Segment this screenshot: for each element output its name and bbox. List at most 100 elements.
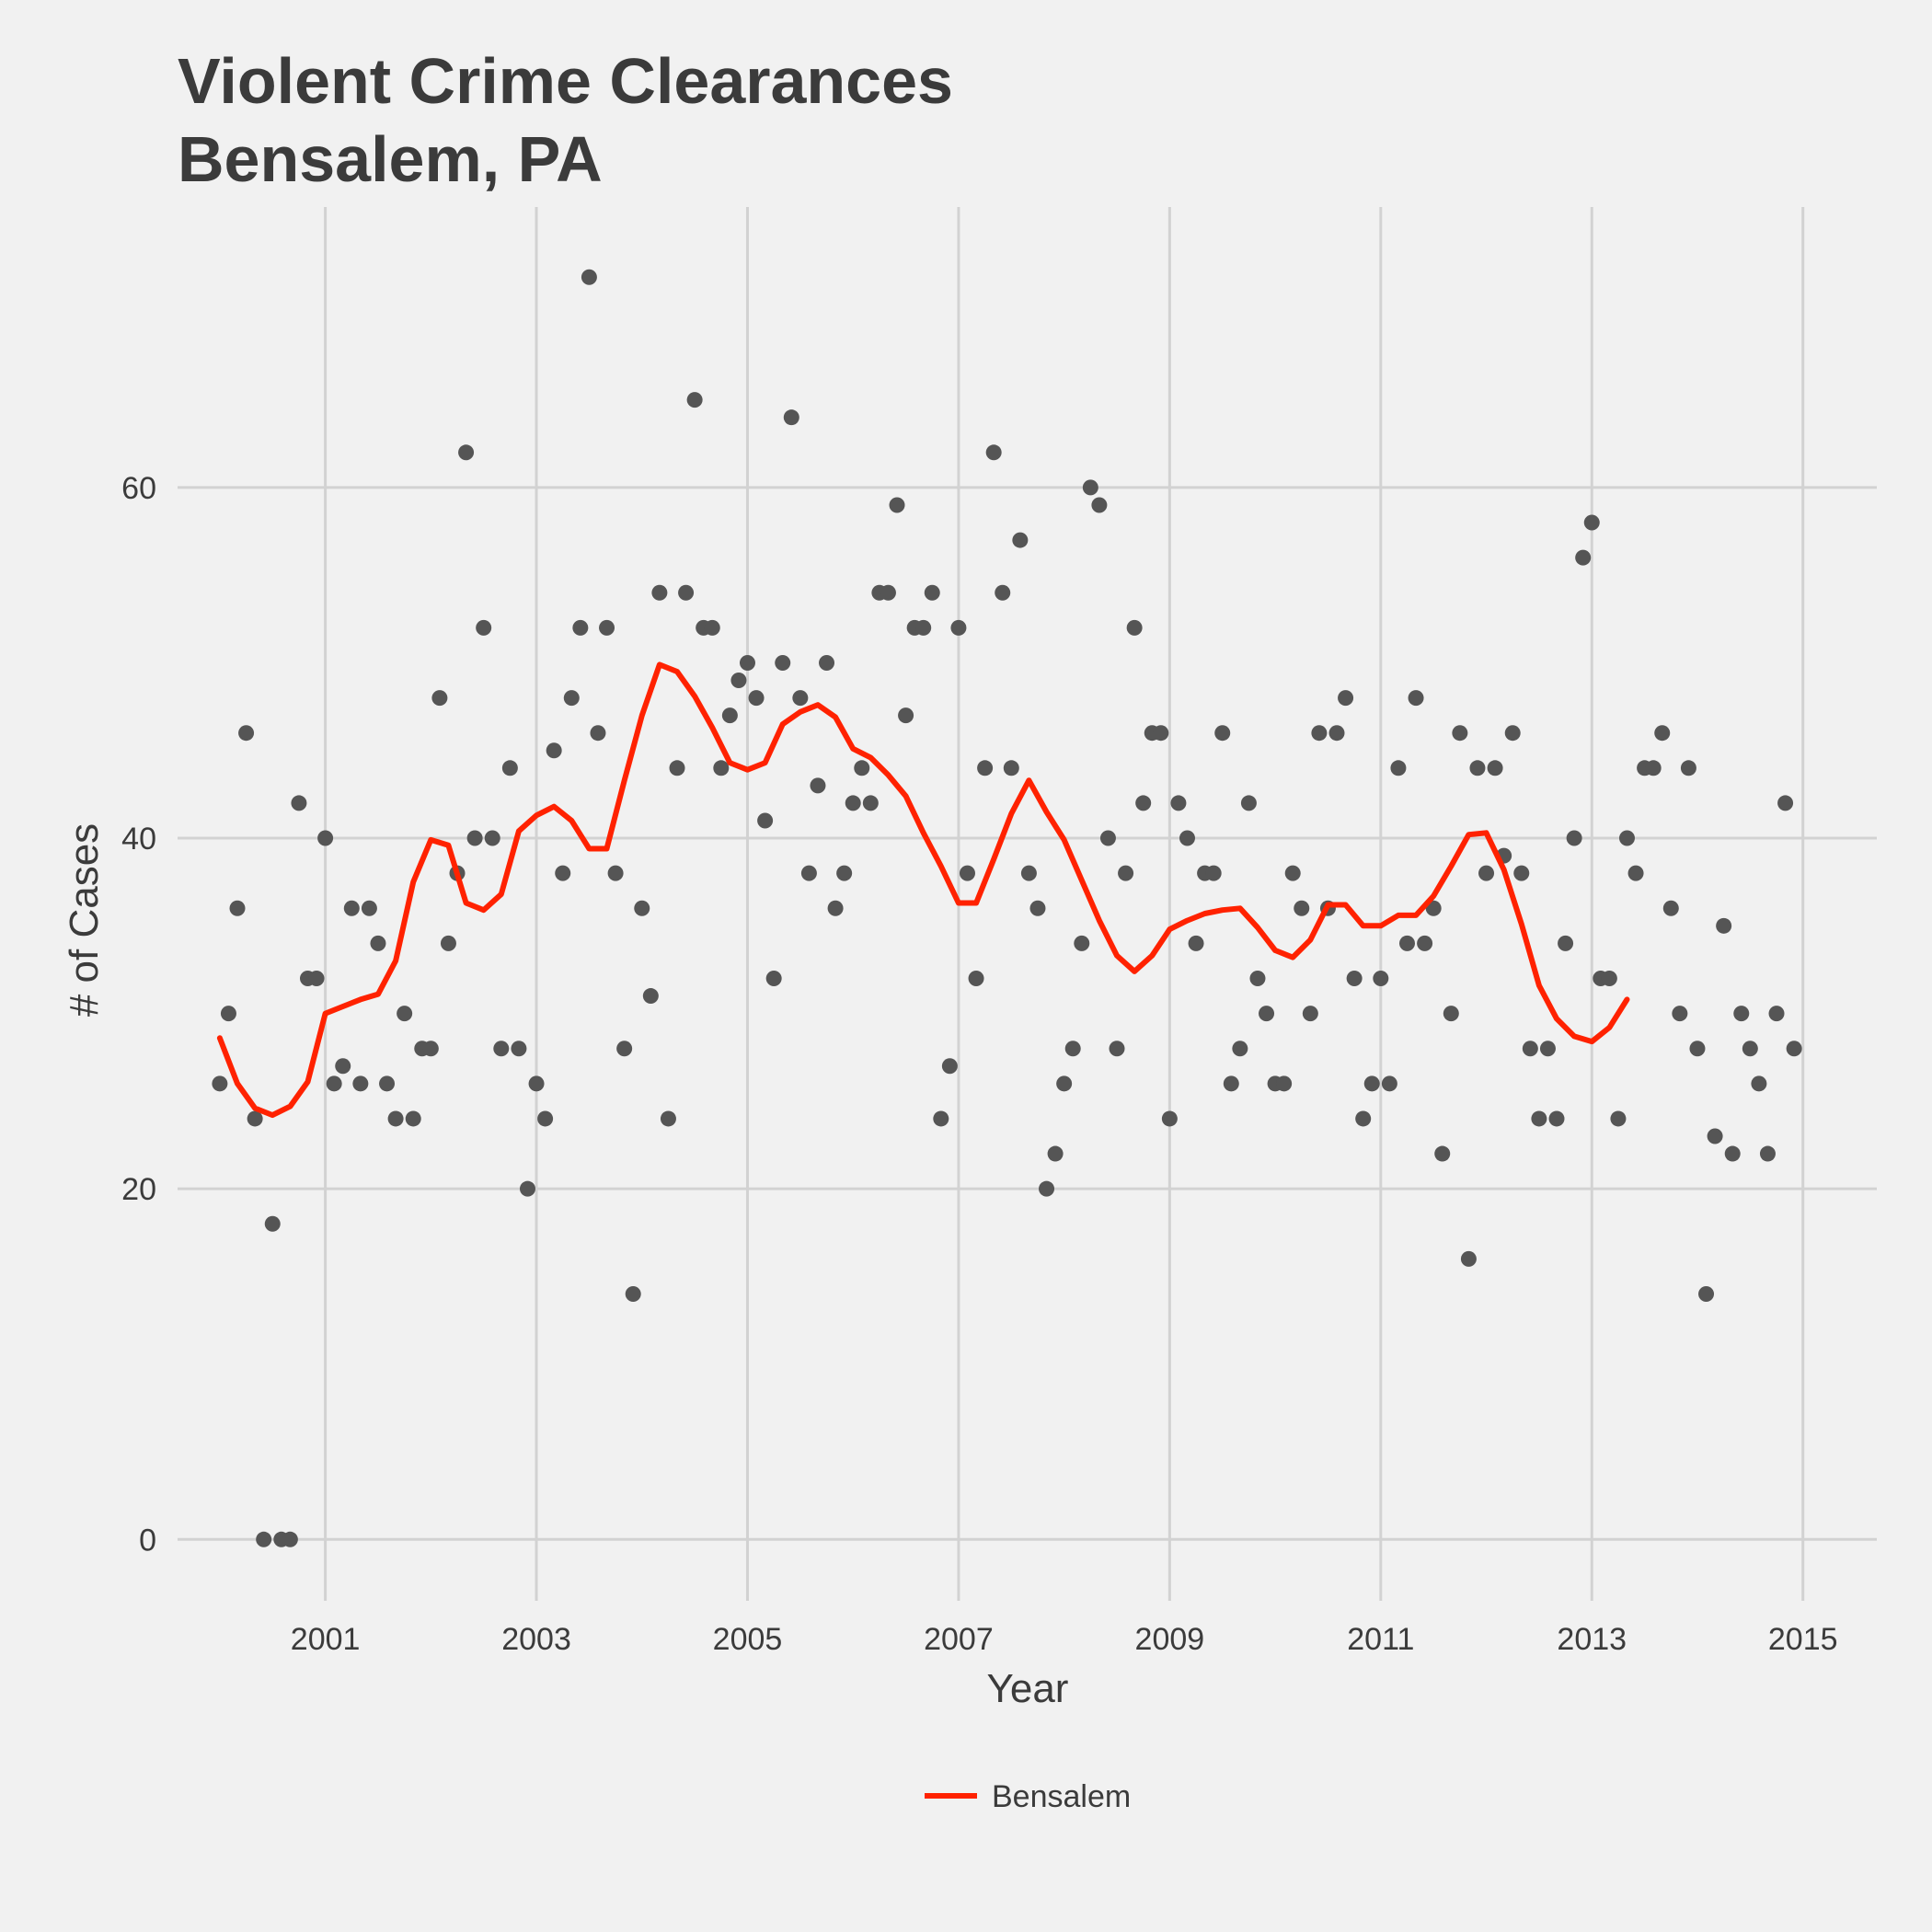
legend-label-bensalem: Bensalem bbox=[992, 1779, 1131, 1814]
data-point bbox=[537, 1110, 554, 1127]
data-point bbox=[264, 1215, 281, 1232]
data-point bbox=[941, 1058, 958, 1075]
data-point bbox=[950, 619, 967, 636]
data-point bbox=[361, 900, 377, 916]
x-axis-title: Year bbox=[987, 1666, 1069, 1711]
data-point bbox=[501, 760, 518, 776]
data-point bbox=[968, 970, 984, 986]
data-point bbox=[1118, 865, 1134, 881]
data-point bbox=[458, 444, 475, 461]
data-point bbox=[1443, 1006, 1459, 1022]
data-point bbox=[1126, 619, 1143, 636]
data-point bbox=[1135, 795, 1152, 811]
data-point bbox=[1627, 865, 1644, 881]
data-point bbox=[1601, 970, 1617, 986]
data-point bbox=[1408, 690, 1424, 707]
data-point bbox=[686, 392, 703, 408]
data-point bbox=[1716, 917, 1732, 934]
data-point bbox=[854, 760, 870, 776]
data-point bbox=[1654, 725, 1671, 742]
data-point bbox=[1460, 1250, 1477, 1267]
data-point bbox=[1777, 795, 1794, 811]
data-point bbox=[1672, 1006, 1688, 1022]
data-point bbox=[1240, 795, 1257, 811]
data-point bbox=[730, 673, 747, 689]
data-point bbox=[748, 690, 765, 707]
data-point bbox=[282, 1531, 298, 1547]
data-point bbox=[792, 690, 809, 707]
data-point bbox=[959, 865, 975, 881]
data-point bbox=[1284, 865, 1301, 881]
data-point bbox=[387, 1110, 404, 1127]
data-point bbox=[836, 865, 853, 881]
data-point bbox=[915, 619, 932, 636]
y-tick-label-0: 0 bbox=[139, 1523, 156, 1558]
data-point bbox=[1355, 1110, 1372, 1127]
data-point bbox=[599, 619, 615, 636]
data-point bbox=[713, 760, 730, 776]
data-point bbox=[1109, 1041, 1125, 1057]
data-point bbox=[810, 777, 826, 794]
data-point bbox=[1522, 1041, 1538, 1057]
data-point bbox=[326, 1075, 342, 1092]
x-tick-label-2009: 2009 bbox=[1135, 1622, 1205, 1657]
data-point bbox=[370, 935, 386, 951]
data-point bbox=[1381, 1075, 1397, 1092]
data-point bbox=[1610, 1110, 1627, 1127]
data-point bbox=[1742, 1041, 1758, 1057]
x-tick-label-2011: 2011 bbox=[1347, 1622, 1414, 1657]
data-point bbox=[1373, 970, 1389, 986]
data-point bbox=[572, 619, 589, 636]
data-point bbox=[519, 1180, 535, 1197]
data-point bbox=[1311, 725, 1328, 742]
data-point bbox=[739, 654, 755, 671]
data-point bbox=[1188, 935, 1204, 951]
data-point bbox=[379, 1075, 396, 1092]
data-point bbox=[238, 725, 255, 742]
data-point bbox=[1724, 1145, 1741, 1162]
data-point bbox=[669, 760, 685, 776]
data-point bbox=[933, 1110, 949, 1127]
data-point bbox=[581, 269, 597, 285]
data-point bbox=[775, 654, 791, 671]
data-point bbox=[1751, 1075, 1767, 1092]
gridlines bbox=[178, 207, 1877, 1601]
data-point bbox=[995, 584, 1011, 601]
data-point bbox=[256, 1531, 272, 1547]
data-point bbox=[335, 1058, 351, 1075]
x-tick-label-2015: 2015 bbox=[1768, 1622, 1838, 1657]
data-point bbox=[528, 1075, 545, 1092]
data-point bbox=[343, 900, 360, 916]
data-point bbox=[1583, 514, 1600, 531]
data-point bbox=[977, 760, 994, 776]
data-point bbox=[845, 795, 861, 811]
data-point bbox=[642, 988, 659, 1005]
data-point bbox=[397, 1006, 413, 1022]
data-point bbox=[651, 584, 668, 601]
x-tick-label-2013: 2013 bbox=[1557, 1622, 1627, 1657]
data-point bbox=[1680, 760, 1696, 776]
data-point bbox=[511, 1041, 527, 1057]
data-point bbox=[1091, 497, 1108, 513]
data-point bbox=[422, 1041, 439, 1057]
data-point bbox=[1214, 725, 1231, 742]
data-point bbox=[1056, 1075, 1073, 1092]
data-point bbox=[1768, 1006, 1785, 1022]
data-point bbox=[555, 865, 571, 881]
data-point bbox=[1452, 725, 1468, 742]
data-point bbox=[634, 900, 650, 916]
data-point bbox=[1012, 532, 1029, 548]
data-point bbox=[819, 654, 835, 671]
data-point bbox=[563, 690, 580, 707]
data-point bbox=[1390, 760, 1407, 776]
x-tick-label-2001: 2001 bbox=[291, 1622, 361, 1657]
data-point bbox=[660, 1110, 676, 1127]
data-point bbox=[625, 1286, 641, 1303]
data-point bbox=[1294, 900, 1310, 916]
data-point bbox=[484, 830, 500, 846]
data-point bbox=[1082, 479, 1098, 496]
y-tick-label-60: 60 bbox=[121, 471, 156, 506]
data-point bbox=[1548, 1110, 1565, 1127]
data-point bbox=[1099, 830, 1116, 846]
